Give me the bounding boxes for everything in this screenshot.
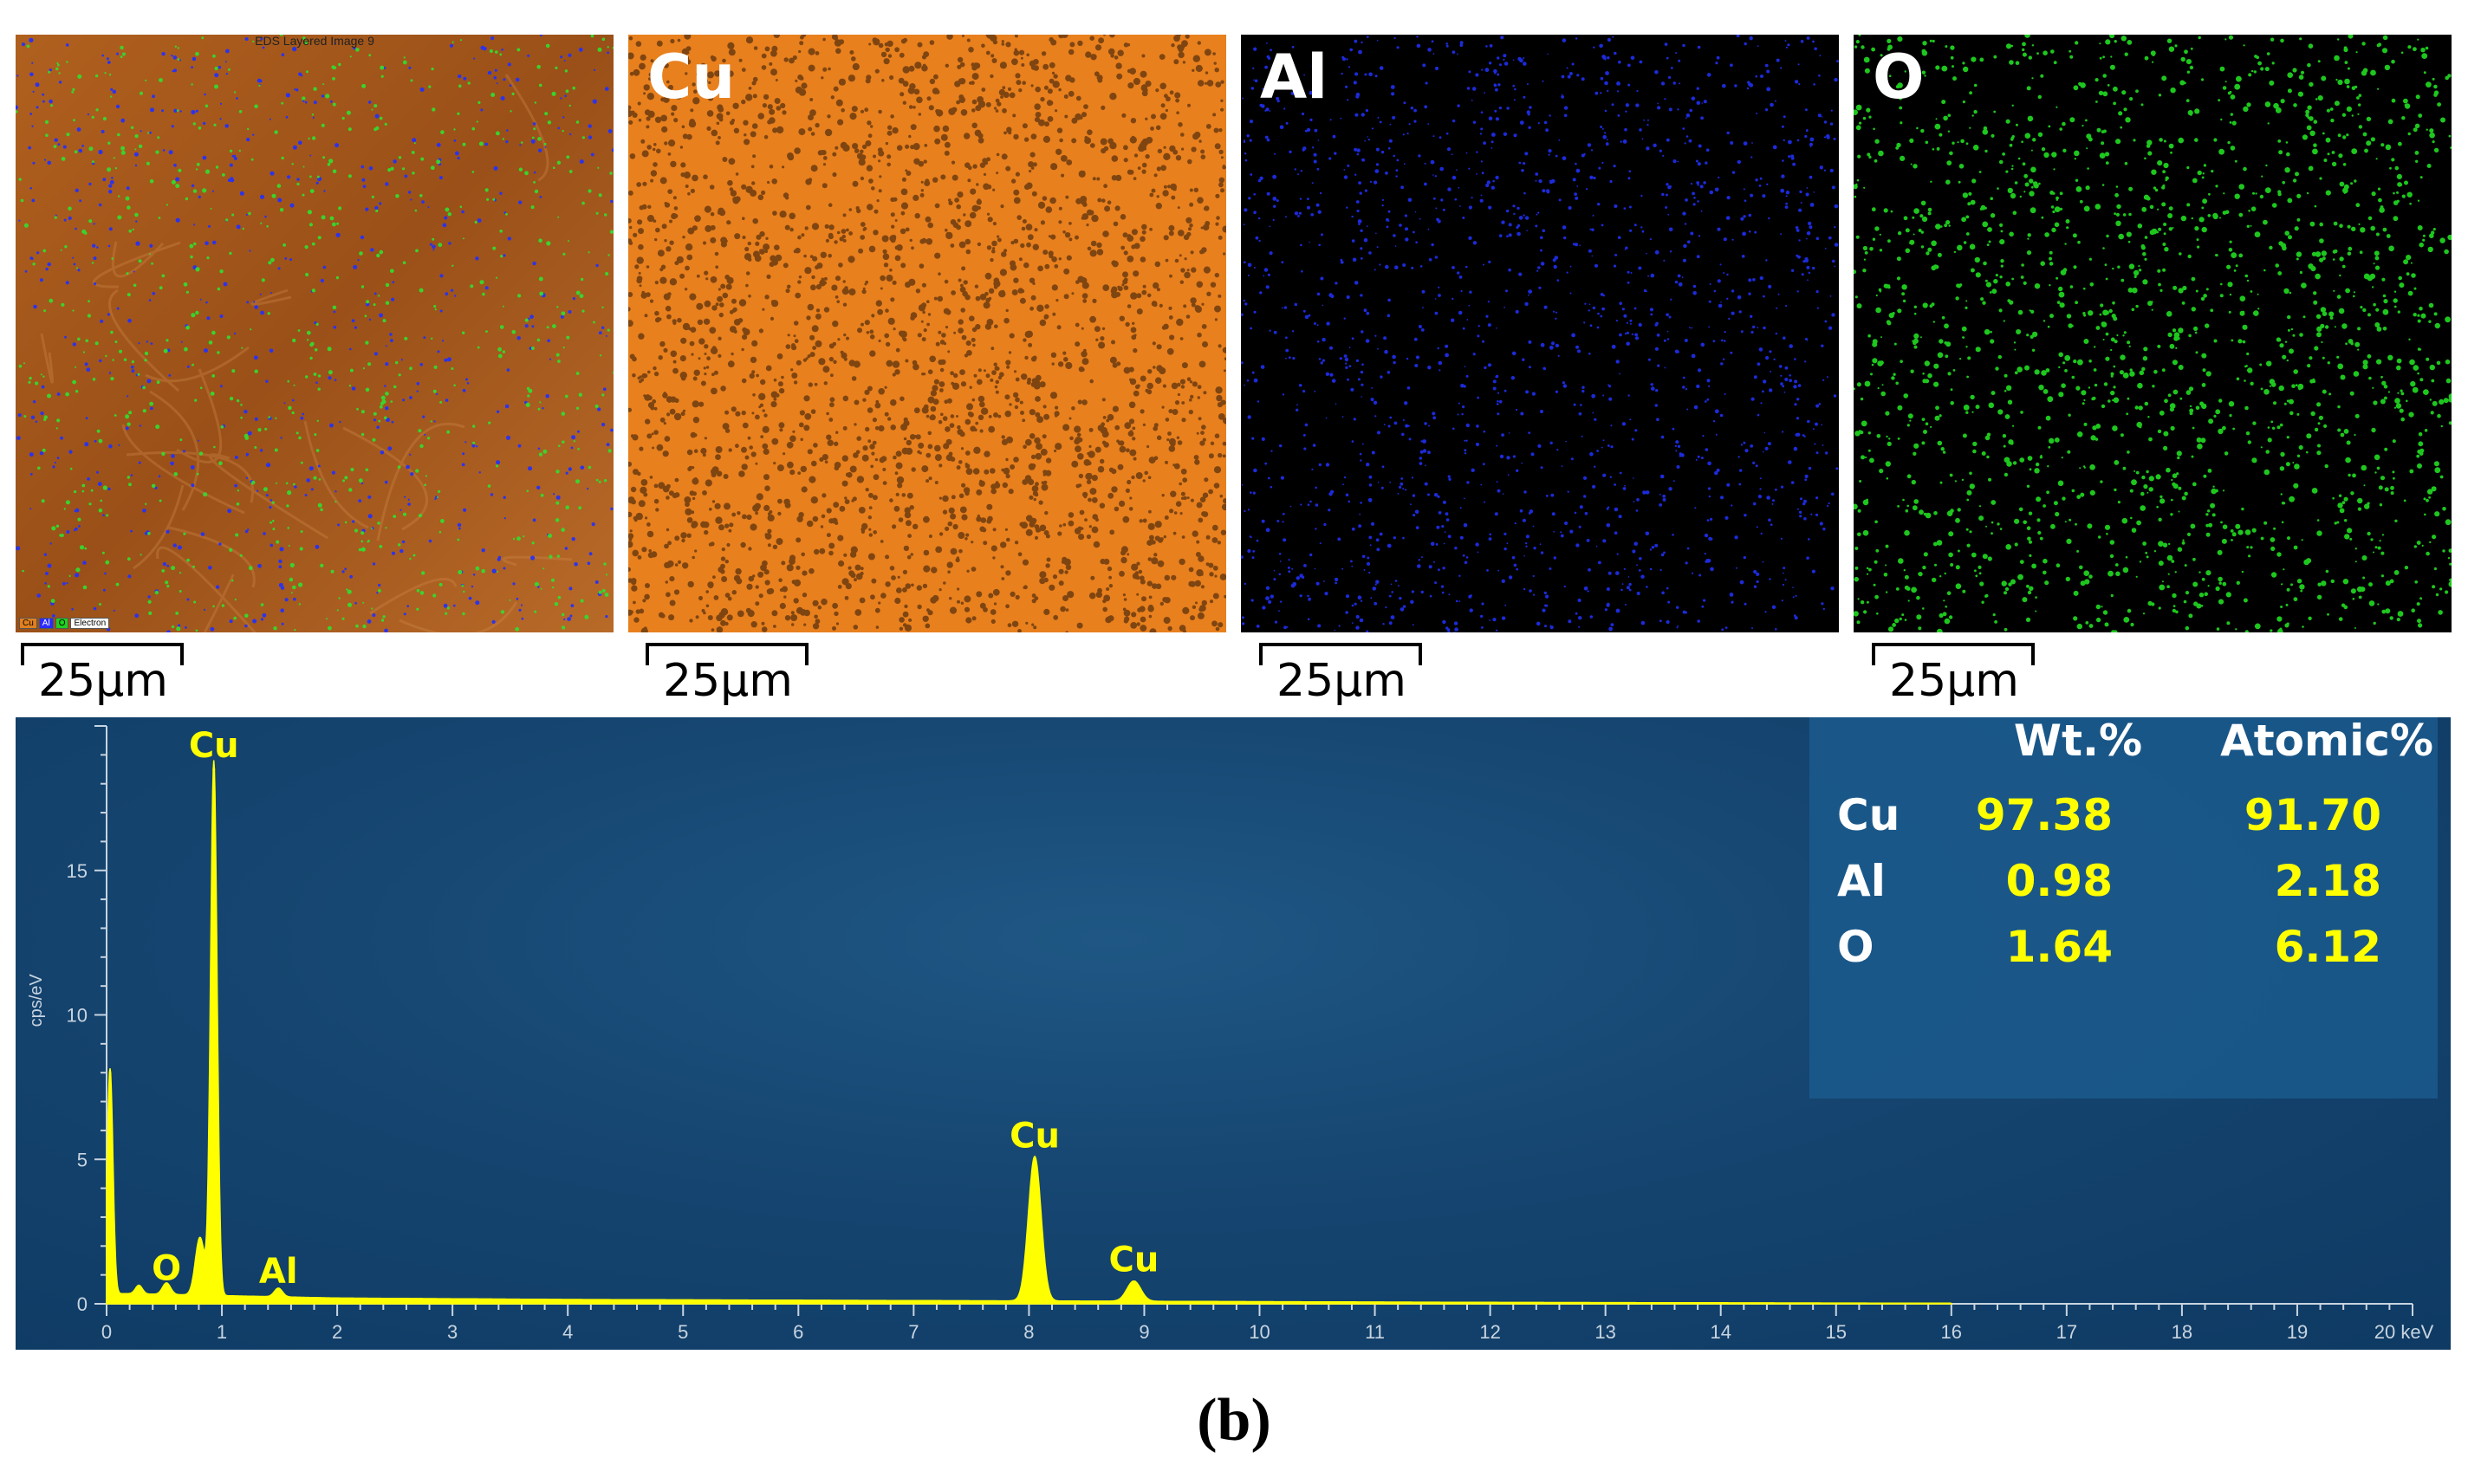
spectrum-peak-point	[1033, 1157, 1036, 1161]
scalebar-text: 25µm	[1889, 655, 2019, 707]
al-map-graphic	[1241, 35, 1839, 632]
y-tick-label: 10	[67, 1005, 88, 1027]
x-tick-label: 1	[217, 1321, 227, 1343]
table-element: Cu	[1837, 790, 1900, 840]
scalebar-text: 25µm	[38, 655, 168, 707]
y-tick-label: 15	[67, 860, 88, 882]
x-tick-label: 9	[1139, 1321, 1149, 1343]
scalebar-line	[646, 643, 809, 665]
x-tick-label: 2	[332, 1321, 342, 1343]
scalebar-text: 25µm	[663, 655, 793, 707]
spectrum-peak-point	[276, 1293, 280, 1297]
table-wt-value: 1.64	[2006, 922, 2113, 972]
x-tick-label: 4	[562, 1321, 573, 1343]
peak-annotation: O	[152, 1249, 181, 1289]
caption-text: (b)	[1197, 1387, 1271, 1454]
peak-annotation: Cu	[189, 726, 239, 766]
legend-cu: Cu	[19, 618, 37, 629]
y-tick-label: 5	[77, 1149, 88, 1170]
layered-legend: Cu Al O Electron	[19, 618, 110, 629]
scalebar-layered: 25µm	[21, 643, 185, 707]
spectrum-peak-point	[108, 1077, 112, 1080]
x-tick-label: 0	[101, 1321, 112, 1343]
al-map: Al	[1241, 35, 1839, 632]
scalebar-al: 25µm	[1259, 643, 1424, 707]
x-tick-label: 7	[908, 1321, 919, 1343]
spectrum-series	[106, 760, 1953, 1305]
o-map-label: O	[1873, 42, 1925, 113]
x-tick-label: 8	[1023, 1321, 1034, 1343]
scalebar-line	[1259, 643, 1422, 665]
table-element: O	[1837, 922, 1874, 972]
spectrum-peak-point	[165, 1291, 168, 1294]
table-wt-value: 0.98	[2006, 856, 2113, 906]
spectrum-peak-point	[137, 1293, 140, 1297]
scalebar-line	[21, 643, 184, 665]
scalebar-cu: 25µm	[646, 643, 810, 707]
x-tick-label: 19	[2287, 1321, 2308, 1343]
x-tick-label: 16	[1941, 1321, 1962, 1343]
cu-map-label: Cu	[647, 42, 736, 113]
x-tick-label: 11	[1365, 1321, 1385, 1343]
scalebar-o: 25µm	[1872, 643, 2036, 707]
layered-map-graphic	[16, 35, 614, 632]
x-tick-label: 6	[793, 1321, 803, 1343]
x-tick-label: 14	[1710, 1321, 1731, 1343]
peak-annotation: Cu	[1109, 1241, 1159, 1280]
x-tick-label: 15	[1826, 1321, 1847, 1343]
peak-annotation: Cu	[1010, 1116, 1060, 1156]
scalebar-line	[1872, 643, 2035, 665]
cu-map-graphic	[628, 35, 1226, 632]
eds-layered-image: EDS Layered Image 9 Cu Al O Electron	[16, 35, 614, 632]
x-tick-label: 3	[447, 1321, 458, 1343]
layered-image-title: EDS Layered Image 9	[255, 35, 374, 48]
x-tick-label: 5	[678, 1321, 688, 1343]
spectrum-peak-point	[1132, 1282, 1135, 1286]
table-element: Al	[1837, 856, 1886, 906]
scalebar-text: 25µm	[1276, 655, 1406, 707]
composition-table-bg	[1809, 717, 2438, 1098]
o-map-graphic	[1854, 35, 2452, 632]
cu-map: Cu	[628, 35, 1226, 632]
al-map-label: Al	[1260, 42, 1328, 113]
eds-spectrum-panel: 0 5 10 15 0 1 2 3 4 5 6 7 8 9 10 11 12 13 14 15 16 17 18 19 20 k…	[16, 716, 2451, 1350]
x-tick-label: 13	[1594, 1321, 1615, 1343]
x-tick-label: 17	[2056, 1321, 2077, 1343]
table-header: Atomic%	[2220, 717, 2433, 766]
table-atomic-value: 2.18	[2275, 856, 2381, 906]
table-atomic-value: 6.12	[2275, 922, 2381, 972]
figure-caption: (b)	[0, 1386, 2468, 1455]
spectrum-peak-point	[212, 768, 216, 771]
x-tick-label: 18	[2172, 1321, 2192, 1343]
x-tick-label: 12	[1479, 1321, 1500, 1343]
spectrum-peak-point	[198, 1244, 202, 1247]
legend-electron: Electron	[70, 618, 110, 629]
x-tick-label: 20 keV	[2374, 1321, 2434, 1343]
table-header: Wt.%	[2014, 717, 2142, 766]
peak-annotation: Al	[259, 1252, 298, 1292]
table-wt-value: 97.38	[1976, 790, 2113, 840]
x-tick-label: 10	[1249, 1321, 1270, 1343]
legend-al: Al	[38, 618, 54, 629]
legend-o: O	[55, 618, 69, 629]
o-map: O	[1854, 35, 2452, 632]
y-tick-label: 0	[77, 1293, 88, 1315]
table-atomic-value: 91.70	[2244, 790, 2381, 840]
y-axis-label: cps/eV	[27, 974, 46, 1027]
